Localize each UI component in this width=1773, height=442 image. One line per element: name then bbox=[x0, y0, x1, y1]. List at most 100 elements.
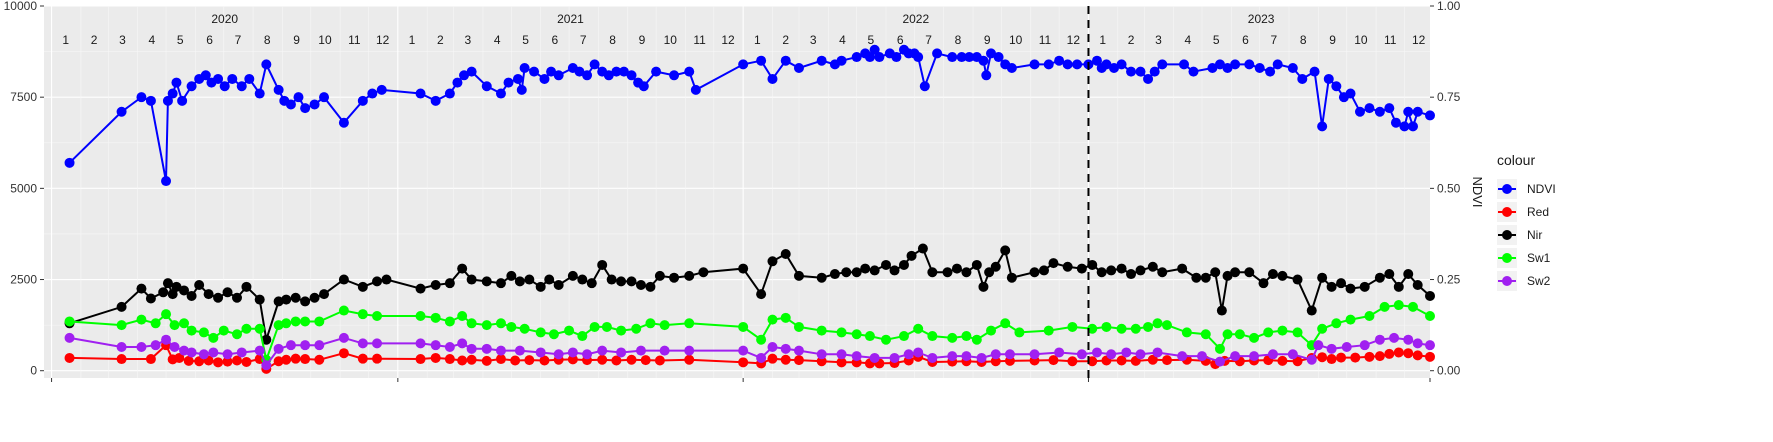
data-point-sw1 bbox=[1277, 325, 1288, 336]
y-tick-label-right: 0.25 bbox=[1437, 273, 1461, 287]
data-point-nir bbox=[1258, 278, 1269, 289]
data-point-red bbox=[738, 357, 749, 368]
data-point-nir bbox=[860, 263, 871, 274]
data-point-nir bbox=[1191, 272, 1202, 283]
data-point-red bbox=[1048, 355, 1059, 366]
data-point-nir bbox=[1317, 272, 1328, 283]
data-point-ndvi bbox=[1244, 59, 1255, 70]
data-point-nir bbox=[254, 294, 265, 305]
data-point-nir bbox=[1326, 281, 1337, 292]
data-point-sw1 bbox=[881, 334, 892, 345]
data-point-sw1 bbox=[506, 321, 517, 332]
month-label: 9 bbox=[639, 33, 646, 47]
data-point-sw2 bbox=[976, 352, 987, 363]
data-point-sw2 bbox=[913, 347, 924, 358]
data-point-red bbox=[1336, 352, 1347, 363]
data-point-ndvi bbox=[319, 92, 330, 103]
data-point-nir bbox=[415, 283, 426, 294]
data-point-sw1 bbox=[793, 321, 804, 332]
data-point-nir bbox=[1267, 269, 1278, 280]
data-point-nir bbox=[1393, 281, 1404, 292]
data-point-ndvi bbox=[495, 88, 506, 99]
data-point-sw2 bbox=[535, 347, 546, 358]
data-point-sw2 bbox=[444, 342, 455, 352]
data-point-ndvi bbox=[293, 92, 304, 103]
data-point-red bbox=[1350, 352, 1361, 363]
data-point-nir bbox=[222, 287, 233, 298]
data-point-sw1 bbox=[548, 329, 559, 340]
data-point-red bbox=[183, 355, 194, 366]
data-point-sw2 bbox=[481, 343, 492, 354]
data-point-nir bbox=[1216, 305, 1227, 316]
data-point-sw2 bbox=[567, 347, 578, 358]
data-point-nir bbox=[136, 283, 147, 294]
data-point-red bbox=[1317, 352, 1328, 363]
data-point-ndvi bbox=[415, 88, 426, 99]
data-point-red bbox=[338, 348, 349, 359]
series-layer bbox=[64, 44, 1435, 374]
month-label: 7 bbox=[235, 33, 242, 47]
data-point-nir bbox=[984, 267, 995, 278]
data-point-sw2 bbox=[116, 342, 127, 352]
data-point-nir bbox=[506, 270, 517, 281]
month-label: 1 bbox=[62, 33, 69, 47]
data-point-nir bbox=[1096, 267, 1107, 278]
data-point-sw1 bbox=[601, 321, 612, 332]
data-point-ndvi bbox=[227, 73, 238, 84]
data-point-ndvi bbox=[836, 55, 847, 66]
data-point-ndvi bbox=[978, 55, 989, 66]
data-point-nir bbox=[1087, 259, 1098, 270]
data-point-sw2 bbox=[889, 352, 900, 363]
legend-key-point bbox=[1502, 276, 1512, 286]
data-point-sw1 bbox=[1101, 321, 1112, 332]
data-point-ndvi bbox=[219, 81, 230, 92]
data-point-ndvi bbox=[738, 59, 749, 70]
data-point-nir bbox=[906, 250, 917, 261]
data-point-ndvi bbox=[1179, 59, 1190, 70]
data-point-ndvi bbox=[236, 81, 247, 92]
data-point-nir bbox=[889, 265, 900, 276]
data-point-sw1 bbox=[1222, 329, 1233, 340]
data-point-sw2 bbox=[466, 343, 477, 354]
data-point-nir bbox=[158, 287, 169, 298]
data-point-nir bbox=[495, 278, 506, 289]
data-point-sw2 bbox=[836, 349, 847, 360]
data-point-sw1 bbox=[1331, 318, 1342, 329]
legend-item-sw1: Sw1 bbox=[1497, 248, 1551, 268]
data-point-sw2 bbox=[1135, 349, 1146, 360]
data-point-nir bbox=[1126, 269, 1137, 280]
data-point-nir bbox=[1210, 267, 1221, 278]
data-point-sw1 bbox=[290, 316, 301, 327]
data-point-sw2 bbox=[1230, 351, 1241, 362]
data-point-ndvi bbox=[1331, 81, 1342, 92]
data-point-nir bbox=[1029, 267, 1040, 278]
data-point-nir bbox=[203, 289, 214, 300]
data-point-ndvi bbox=[638, 81, 649, 92]
data-point-red bbox=[1374, 351, 1385, 362]
data-point-nir bbox=[457, 263, 468, 274]
month-label: 6 bbox=[206, 33, 213, 47]
data-point-nir bbox=[927, 267, 938, 278]
data-point-nir bbox=[1200, 272, 1211, 283]
data-point-ndvi bbox=[145, 95, 156, 106]
series-sw2 bbox=[64, 332, 1435, 371]
data-point-sw1 bbox=[444, 316, 455, 327]
data-point-sw2 bbox=[314, 340, 325, 351]
data-point-nir bbox=[1006, 272, 1017, 283]
data-point-sw1 bbox=[1393, 300, 1404, 311]
data-point-ndvi bbox=[618, 66, 629, 77]
data-point-ndvi bbox=[919, 81, 930, 92]
data-point-ndvi bbox=[1109, 63, 1120, 73]
month-label: 12 bbox=[1412, 33, 1426, 47]
data-point-red bbox=[174, 352, 185, 363]
data-point-sw2 bbox=[357, 338, 368, 349]
data-point-sw2 bbox=[635, 345, 646, 356]
data-point-sw1 bbox=[971, 334, 982, 345]
data-point-sw1 bbox=[357, 309, 368, 320]
data-point-sw1 bbox=[415, 311, 426, 321]
data-point-sw1 bbox=[564, 325, 575, 336]
data-point-sw2 bbox=[457, 338, 468, 349]
data-point-nir bbox=[1374, 272, 1385, 283]
data-point-sw1 bbox=[1249, 332, 1260, 343]
